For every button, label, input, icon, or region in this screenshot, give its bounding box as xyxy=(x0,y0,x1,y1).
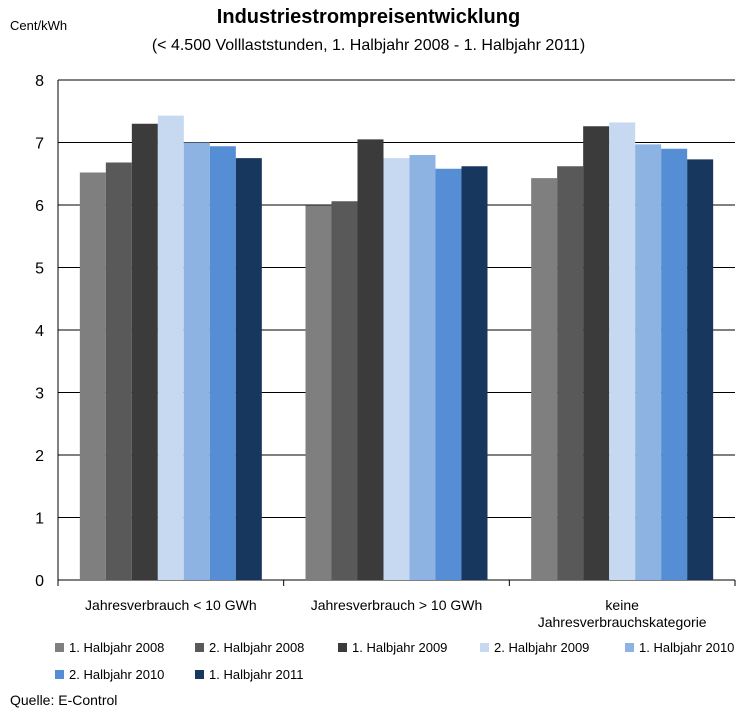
legend-item: 1. Halbjahr 2009 xyxy=(338,640,447,655)
legend-label: 1. Halbjahr 2010 xyxy=(639,640,735,655)
bar xyxy=(531,178,558,580)
legend-item: 2. Halbjahr 2009 xyxy=(480,640,589,655)
legend-label: 1. Halbjahr 2009 xyxy=(352,640,448,655)
y-tick-label: 1 xyxy=(35,511,44,528)
x-tick-label: Jahresverbrauchskategorie xyxy=(538,614,707,630)
legend-item: 1. Halbjahr 2010 xyxy=(625,640,734,655)
legend-item: 2. Halbjahr 2010 xyxy=(55,667,164,682)
bar xyxy=(661,148,688,580)
legend-item: 2. Halbjahr 2008 xyxy=(195,640,304,655)
legend-label: 2. Halbjahr 2010 xyxy=(69,667,165,682)
bar xyxy=(105,162,132,580)
y-tick-label: 2 xyxy=(35,448,44,465)
legend-swatch xyxy=(480,643,489,652)
legend-swatch xyxy=(625,643,634,652)
x-tick-label: keine xyxy=(605,597,639,613)
bar xyxy=(583,126,610,580)
bar xyxy=(209,146,236,580)
legend-label: 2. Halbjahr 2009 xyxy=(494,640,590,655)
bar xyxy=(687,159,714,580)
y-tick-label: 8 xyxy=(35,73,44,90)
legend-label: 2. Halbjahr 2008 xyxy=(209,640,305,655)
bar xyxy=(357,139,384,580)
legend-label: 1. Halbjahr 2008 xyxy=(69,640,165,655)
y-axis-unit-label: Cent/kWh xyxy=(10,18,68,33)
y-tick-label: 3 xyxy=(35,386,44,403)
bar xyxy=(235,158,262,580)
bar xyxy=(557,166,584,580)
chart-title: Industriestrompreisentwicklung xyxy=(216,6,521,28)
bar xyxy=(157,115,184,580)
bar xyxy=(409,155,436,580)
legend-swatch xyxy=(195,643,204,652)
legend-swatch xyxy=(55,670,64,679)
bar xyxy=(305,205,332,580)
y-tick-label: 6 xyxy=(35,198,44,215)
legend-swatch xyxy=(338,643,347,652)
chart-subtitle: (< 4.500 Volllaststunden, 1. Halbjahr 20… xyxy=(151,37,586,54)
legend-item: 1. Halbjahr 2011 xyxy=(195,667,303,682)
bar xyxy=(609,122,636,580)
legend-label: 1. Halbjahr 2011 xyxy=(209,667,304,682)
legend-item: 1. Halbjahr 2008 xyxy=(55,640,164,655)
bar xyxy=(79,172,106,580)
x-tick-label: Jahresverbrauch < 10 GWh xyxy=(85,597,257,613)
bar xyxy=(183,142,210,580)
x-tick-label: Jahresverbrauch > 10 GWh xyxy=(311,597,483,613)
bar xyxy=(383,158,410,580)
bar xyxy=(331,201,358,580)
legend-swatch xyxy=(195,670,204,679)
y-tick-label: 0 xyxy=(35,573,44,590)
legend-swatch xyxy=(55,643,64,652)
bar-chart: 0 1 2 3 4 5 6 7 8 Jahresverbrauch < 10 GWh Jahresv… xyxy=(35,73,736,630)
y-tick-label: 4 xyxy=(35,323,44,340)
bar xyxy=(635,144,662,580)
bar xyxy=(461,166,488,580)
y-tick-label: 7 xyxy=(35,136,44,153)
source-note: Quelle: E-Control xyxy=(10,692,118,708)
bar xyxy=(131,123,158,580)
y-tick-label: 5 xyxy=(35,261,44,278)
bar xyxy=(435,168,462,580)
